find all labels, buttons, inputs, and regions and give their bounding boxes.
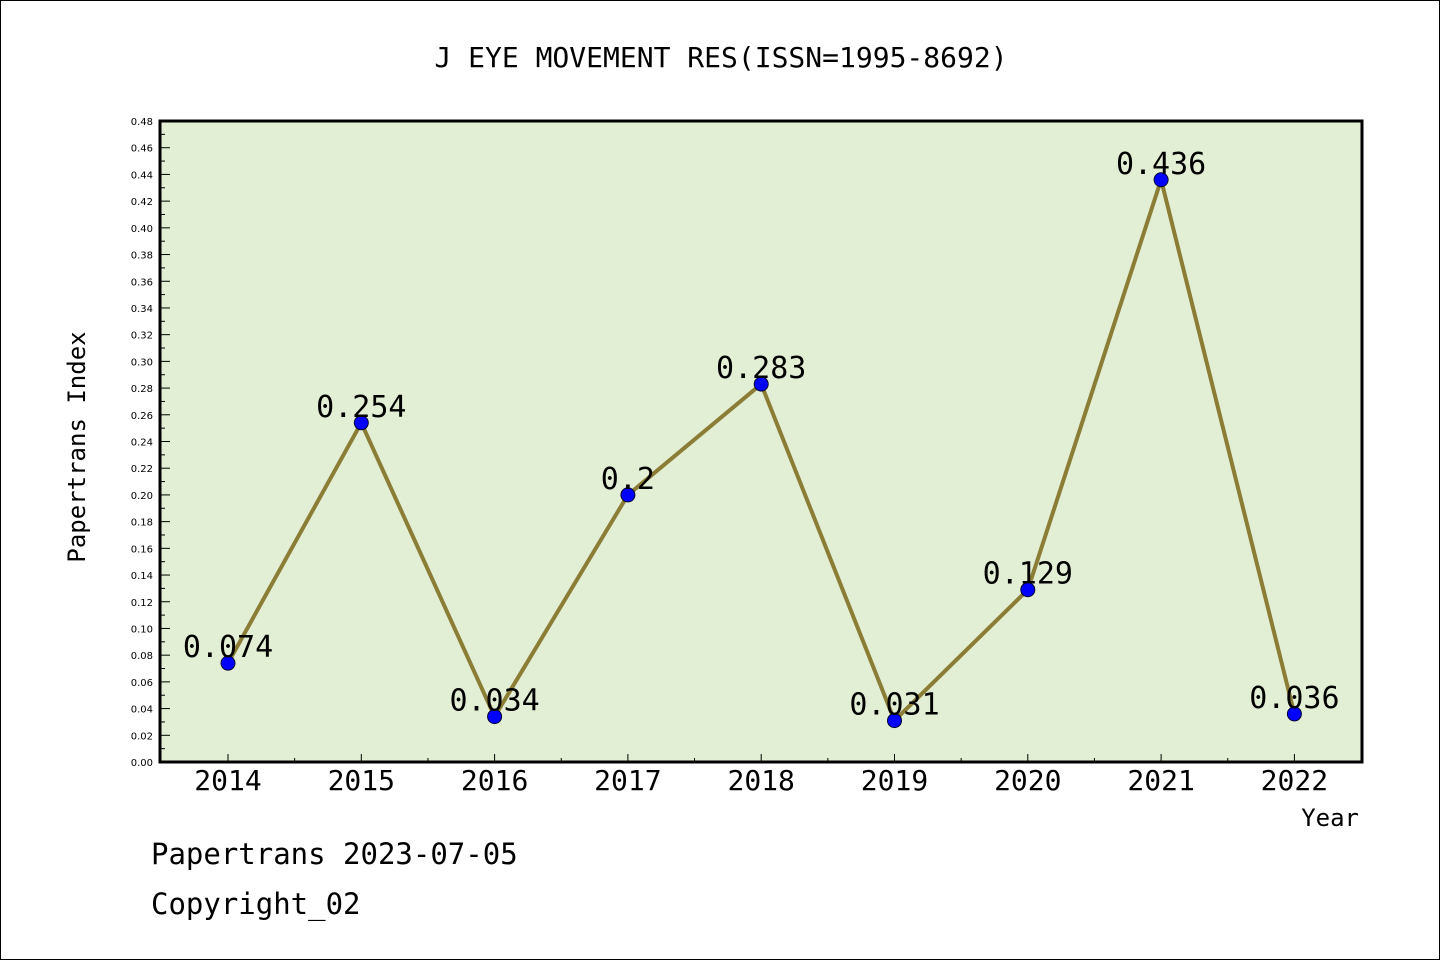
y-tick-label: 0.42 xyxy=(131,197,153,208)
y-tick-label: 0.04 xyxy=(131,705,153,716)
x-tick-label: 2015 xyxy=(328,764,395,797)
data-label: 0.283 xyxy=(716,351,806,386)
data-point xyxy=(353,415,369,431)
y-tick-label: 0.08 xyxy=(131,651,153,662)
y-tick-label: 0.44 xyxy=(131,170,153,181)
y-axis-label: Papertrans Index xyxy=(63,331,91,562)
data-label: 0.436 xyxy=(1116,147,1206,182)
x-axis-ticks: 2014 2015 2016 2017 2018 2019 2020 2021 2022 xyxy=(194,754,1328,797)
y-tick-label: 0.10 xyxy=(131,624,153,635)
data-point xyxy=(1286,706,1302,722)
data-point xyxy=(887,713,902,729)
x-tick-label: 2021 xyxy=(1127,764,1194,797)
data-label: 0.129 xyxy=(983,557,1073,592)
footer-copyright: Copyright_02 xyxy=(151,887,361,922)
y-tick-label: 0.32 xyxy=(131,331,153,342)
x-tick-label: 2017 xyxy=(594,764,661,797)
x-axis-label: Year xyxy=(1301,804,1359,832)
x-tick-label: 2018 xyxy=(727,764,794,797)
y-axis-ticks: 0.00 0.02 0.04 0.06 0.08 0.10 0.12 0.14 0.16 0.18… xyxy=(131,117,170,769)
plot-area xyxy=(158,119,1364,764)
data-label: 0.036 xyxy=(1249,681,1339,716)
data-point xyxy=(1153,172,1169,188)
chart-title: J EYE MOVEMENT RES(ISSN=1995-8692) xyxy=(434,41,1007,74)
data-point xyxy=(487,709,503,725)
data-label: 0.031 xyxy=(849,688,939,723)
y-tick-label: 0.38 xyxy=(131,251,153,262)
x-tick-label: 2020 xyxy=(994,764,1061,797)
y-tick-label: 0.20 xyxy=(131,491,153,502)
y-tick-label: 0.12 xyxy=(131,598,153,609)
footer-date: Papertrans 2023-07-05 xyxy=(151,837,518,871)
y-tick-label: 0.30 xyxy=(131,357,153,368)
y-tick-label: 0.00 xyxy=(131,758,153,769)
y-tick-label: 0.34 xyxy=(131,304,153,315)
y-tick-label: 0.14 xyxy=(131,571,153,582)
data-point xyxy=(1020,582,1036,598)
data-point xyxy=(620,487,636,503)
data-point xyxy=(220,655,236,671)
y-tick-label: 0.22 xyxy=(131,464,153,475)
y-tick-label: 0.26 xyxy=(131,411,153,422)
data-label: 0.034 xyxy=(449,684,539,719)
data-label: 0.074 xyxy=(183,630,273,665)
data-label: 0.254 xyxy=(316,390,406,425)
x-tick-label: 2014 xyxy=(194,764,261,797)
y-tick-label: 0.28 xyxy=(131,384,153,395)
y-tick-label: 0.36 xyxy=(131,277,153,288)
y-tick-label: 0.18 xyxy=(131,518,153,529)
series-group: 0.074 0.254 0.034 0.2 0.283 0.031 0.129 0.436 0.… xyxy=(183,147,1340,729)
y-tick-label: 0.48 xyxy=(131,117,153,128)
x-tick-label: 2022 xyxy=(1261,764,1328,797)
y-tick-label: 0.16 xyxy=(131,544,153,555)
x-tick-label: 2016 xyxy=(461,764,528,797)
data-point xyxy=(753,376,769,392)
data-label: 0.2 xyxy=(601,462,655,497)
y-tick-label: 0.40 xyxy=(131,224,153,235)
y-tick-label: 0.24 xyxy=(131,438,153,449)
y-tick-label: 0.06 xyxy=(131,678,153,689)
x-tick-label: 2019 xyxy=(861,764,928,797)
y-tick-label: 0.02 xyxy=(131,731,153,742)
y-tick-label: 0.46 xyxy=(131,144,153,155)
